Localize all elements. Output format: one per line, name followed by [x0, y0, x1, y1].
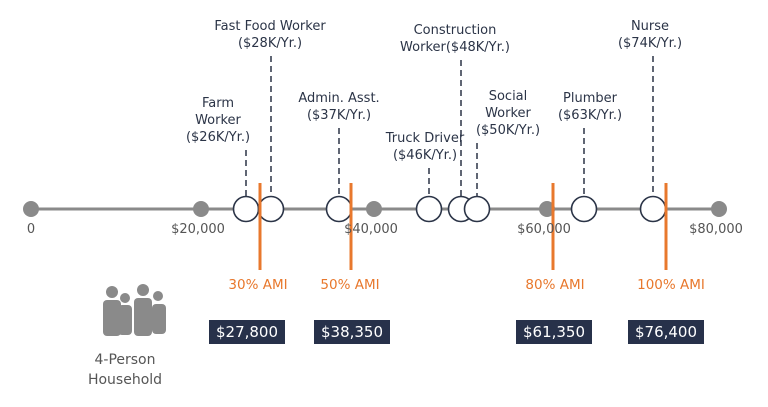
occupation-salary: ($63K/Yr.) [557, 108, 623, 123]
occupation-name: Nurse [630, 19, 670, 34]
occupation-marker [570, 195, 598, 223]
occupation-marker [639, 195, 667, 223]
occupation-name: Truck Driver [385, 131, 465, 146]
occupation-marker [232, 195, 260, 223]
occupation-name: Fast Food Worker [214, 19, 326, 34]
occupation-salary: ($26K/Yr.) [185, 130, 251, 145]
occupation-label: Truck Driver ($46K/Yr.) [386, 130, 464, 164]
ami-label: 30% AMI [228, 277, 288, 293]
occupation-label: Social Worker ($50K/Yr.) [476, 88, 540, 139]
ami-amount-badge: $61,350 [516, 320, 592, 344]
ami-label: 100% AMI [637, 277, 705, 293]
occupation-label: Farm Worker ($26K/Yr.) [186, 95, 250, 146]
occupation-name: Farm Worker [195, 96, 241, 128]
occupation-salary: ($37K/Yr.) [306, 108, 372, 123]
tick-dot [366, 201, 382, 217]
occupation-marker [325, 195, 353, 223]
household-label: 4-Person Household [87, 352, 163, 388]
ami-amount-badge: $76,400 [628, 320, 704, 344]
tick-label: $80,000 [689, 222, 743, 237]
occupation-label: Admin. Asst. ($37K/Yr.) [298, 90, 379, 124]
occupation-marker [415, 195, 443, 223]
tick-dot [193, 201, 209, 217]
occupation-label: Nurse ($74K/Yr.) [618, 18, 682, 52]
ami-label: 80% AMI [525, 277, 585, 293]
occupation-name: Plumber [563, 91, 617, 106]
occupation-salary: ($74K/Yr.) [617, 36, 683, 51]
tick-label: $20,000 [171, 222, 225, 237]
occupation-salary: ($28K/Yr.) [237, 36, 303, 51]
occupation-salary: ($46K/Yr.) [392, 148, 458, 163]
tick-label: 0 [26, 222, 36, 237]
occupation-marker [463, 195, 491, 223]
tick-label: $60,000 [517, 222, 571, 237]
occupation-name: Admin. Asst. [298, 91, 380, 106]
ami-label: 50% AMI [320, 277, 380, 293]
tick-dot [711, 201, 727, 217]
tick-dot [23, 201, 39, 217]
tick-label: $40,000 [344, 222, 398, 237]
family-icon [103, 284, 166, 336]
occupation-label: Construction Worker($48K/Yr.) [400, 22, 510, 56]
ami-amount-badge: $38,350 [314, 320, 390, 344]
ami-amount-badge: $27,800 [209, 320, 285, 344]
occupation-salary: ($50K/Yr.) [475, 123, 541, 138]
occupation-name: Construction Worker($48K/Yr.) [400, 23, 510, 55]
tick-dot [539, 201, 555, 217]
occupation-label: Fast Food Worker ($28K/Yr.) [214, 18, 325, 52]
occupation-label: Plumber ($63K/Yr.) [558, 90, 622, 124]
occupation-marker [257, 195, 285, 223]
occupation-name: Social Worker [485, 89, 531, 121]
